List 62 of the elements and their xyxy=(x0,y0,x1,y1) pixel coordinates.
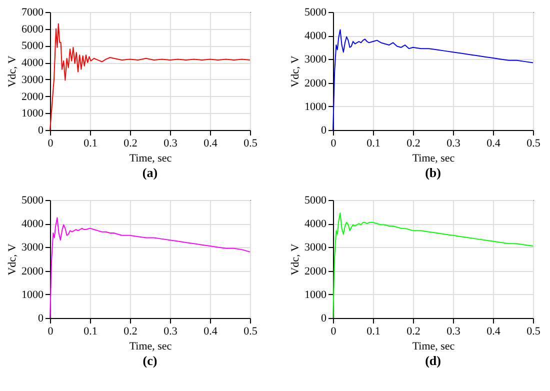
y-tick-label: 6000 xyxy=(22,23,44,36)
y-tick-label: 3000 xyxy=(22,74,44,86)
x-tick-label: 0 xyxy=(48,138,54,150)
x-tick-label: 0 xyxy=(330,138,337,150)
x-tick-label: 0.2 xyxy=(124,138,138,150)
y-tick-label: 2000 xyxy=(304,265,327,278)
y-tick-label: 4000 xyxy=(304,218,327,230)
y-axis-title: Vdc, V xyxy=(6,244,18,276)
y-tick-label: 5000 xyxy=(304,194,327,206)
y-tick-label: 2000 xyxy=(304,77,327,90)
y-tick-label: 5000 xyxy=(304,6,327,18)
y-tick-label: 5000 xyxy=(22,194,44,206)
y-tick-label: 1000 xyxy=(304,100,327,113)
x-tick-label: 0.2 xyxy=(406,326,420,338)
x-tick-label: 0.3 xyxy=(164,326,178,338)
x-tick-label: 0.2 xyxy=(124,326,138,338)
text: (c) xyxy=(142,353,158,368)
y-tick-label: 7000 xyxy=(22,6,44,18)
y-tick-label: 0 xyxy=(38,312,44,324)
x-tick-label: 0.4 xyxy=(486,326,501,338)
x-tick-label: 0.1 xyxy=(366,138,380,150)
x-axis-title: Time, sec xyxy=(129,152,172,164)
x-tick-label: 0.5 xyxy=(244,138,258,150)
y-tick-label: 4000 xyxy=(304,30,327,42)
y-tick-label: 5000 xyxy=(22,40,44,52)
x-tick-label: 0.1 xyxy=(366,326,380,338)
y-tick-label: 3000 xyxy=(304,242,327,254)
text: (d) xyxy=(425,353,441,368)
y-axis-title: Vdc, V xyxy=(6,56,18,88)
x-tick-label: 0.1 xyxy=(84,326,98,338)
x-tick-label: 0 xyxy=(48,326,54,338)
y-tick-label: 0 xyxy=(321,312,327,324)
x-tick-label: 0.1 xyxy=(84,138,98,150)
x-tick-label: 0.2 xyxy=(406,138,420,150)
x-axis-title: Time, sec xyxy=(412,152,455,164)
text: (a) xyxy=(142,165,158,180)
y-axis-title: Vdc, V xyxy=(290,244,302,276)
x-tick-label: 0.4 xyxy=(486,138,501,150)
x-tick-label: 0 xyxy=(330,326,337,338)
x-tick-label: 0.3 xyxy=(164,138,178,150)
y-tick-label: 1000 xyxy=(304,288,327,301)
x-axis-title: Time, sec xyxy=(129,340,172,352)
x-tick-label: 0.3 xyxy=(446,326,461,338)
x-tick-label: 0.5 xyxy=(526,138,541,150)
x-tick-label: 0.5 xyxy=(526,326,541,338)
text: (b) xyxy=(425,165,441,180)
y-tick-label: 1000 xyxy=(22,108,44,120)
y-tick-label: 4000 xyxy=(22,218,44,230)
y-tick-label: 0 xyxy=(38,124,44,136)
y-tick-label: 1000 xyxy=(22,288,44,301)
y-tick-label: 2000 xyxy=(22,265,44,278)
x-tick-label: 0.4 xyxy=(204,326,218,338)
y-axis-title: Vdc, V xyxy=(290,56,302,88)
x-tick-label: 0.3 xyxy=(446,138,461,150)
y-tick-label: 0 xyxy=(321,124,327,136)
x-tick-label: 0.5 xyxy=(244,326,258,338)
y-tick-label: 3000 xyxy=(304,54,327,66)
y-tick-label: 4000 xyxy=(22,57,44,70)
x-axis-title: Time, sec xyxy=(412,340,455,352)
y-tick-label: 2000 xyxy=(22,90,44,103)
y-tick-label: 3000 xyxy=(22,242,44,254)
x-tick-label: 0.4 xyxy=(204,138,218,150)
